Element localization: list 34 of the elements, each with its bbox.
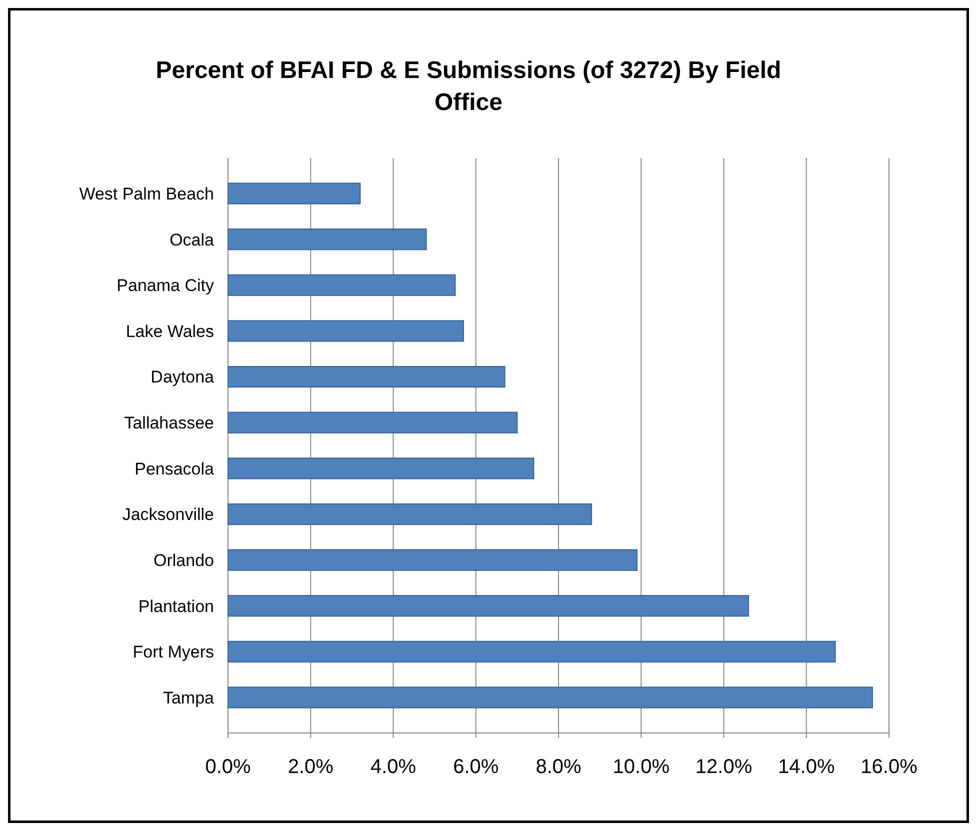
- x-tick-label: 10.0%: [612, 756, 670, 778]
- x-tick-label: 14.0%: [778, 756, 835, 778]
- x-tick-label: 2.0%: [288, 756, 334, 778]
- x-tick-label: 8.0%: [536, 756, 582, 778]
- y-tick-label: Daytona: [150, 368, 215, 387]
- y-tick-label: Tampa: [162, 688, 215, 708]
- chart-title: Percent of BFAI FD & E Submissions (of 3272) By Field Office: [156, 57, 782, 116]
- x-tick-label: 6.0%: [453, 756, 499, 778]
- y-tick-label: Lake Wales: [126, 322, 214, 341]
- bar: [228, 274, 456, 296]
- bar: [228, 228, 427, 250]
- bar: [228, 458, 534, 480]
- y-tick-label: Fort Myers: [132, 642, 214, 662]
- bar: [228, 686, 873, 708]
- y-tick-label: Ocala: [170, 230, 215, 250]
- bar: [228, 320, 464, 342]
- bar: [228, 549, 638, 571]
- bar: [228, 182, 361, 204]
- x-tick-label: 0.0%: [205, 756, 252, 778]
- x-tick-label: 12.0%: [695, 756, 752, 778]
- bar: [228, 595, 750, 617]
- y-tick-label: Orlando: [154, 550, 214, 570]
- bar: [228, 366, 506, 388]
- bar: [228, 503, 592, 526]
- bar: [228, 640, 836, 662]
- y-tick-label: Pensacola: [134, 459, 215, 478]
- bar: [228, 412, 518, 434]
- x-tick-label: 16.0%: [860, 756, 918, 778]
- y-tick-label: West Palm Beach: [79, 184, 214, 204]
- x-tick-label: 4.0%: [370, 756, 416, 778]
- y-tick-label: Jacksonville: [122, 505, 214, 524]
- y-tick-label: Panama City: [116, 276, 214, 296]
- y-tick-label: Tallahassee: [124, 414, 214, 433]
- y-tick-label: Plantation: [138, 596, 214, 616]
